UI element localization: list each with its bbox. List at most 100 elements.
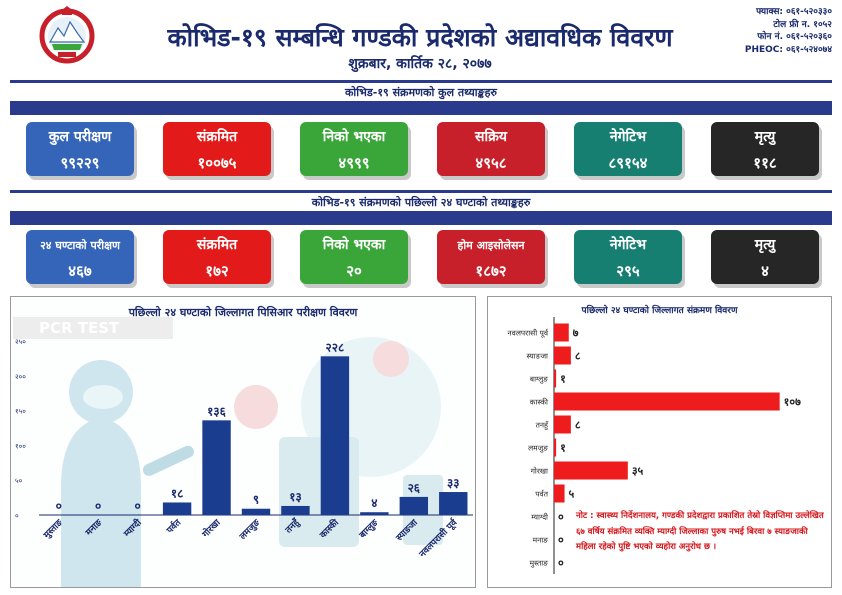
stat-card-deaths: मृत्यु ११८ <box>711 122 819 176</box>
stat-label: नेगेटिभ <box>609 129 647 145</box>
pcr-bar-chart: ० ५० १०० १५० २०० २५० ० मुस्ताङ ० मनाङ ० म्याग्दी १८ प… <box>15 338 473 560</box>
category-label: लमजुङ <box>237 517 263 543</box>
pcr-test-badge: PCR TEST <box>13 317 173 339</box>
category-label: स्याङजा <box>394 518 420 544</box>
government-emblem-icon <box>39 6 95 64</box>
correction-note: नोट : स्वास्थ्य निर्देशनालय, गण्डकी प्रद… <box>576 511 824 552</box>
category-label: पर्वत <box>535 490 548 499</box>
contact-phone: फोन नं. ०६१-५२०३६० <box>757 32 832 42</box>
bar <box>554 323 569 342</box>
stat-card-active: सक्रिय ४९५८ <box>437 122 545 176</box>
y-tick-label: २०० <box>15 373 26 381</box>
infection-bar-chart: नवलपरासी पूर्व ७ स्याङजा ८ बाग्लुङ १ कास्की १०७… <box>507 317 801 574</box>
contact-pheoc: PHEOC: ०६१-५२४०७४ <box>744 44 832 55</box>
category-label: बाग्लुङ <box>357 517 381 541</box>
category-label: पर्वत <box>163 516 184 537</box>
bar <box>281 505 310 515</box>
category-label: तनहुँ <box>282 516 303 537</box>
data-label: १ <box>560 442 566 455</box>
category-label: गोरखा <box>199 516 223 540</box>
infection-panel: पछिल्लो २४ घण्टाको जिल्लागत संक्रमण विवर… <box>487 296 832 588</box>
report-date: शुक्रबार, कार्तिक २८, २०७७ <box>348 56 492 72</box>
stat-card-recovered: निको भएका ४९९९ <box>300 122 408 176</box>
divider <box>10 190 832 193</box>
stat-value: १८७२ <box>475 262 507 280</box>
stat-card-24h-infected: संक्रमित १७२ <box>163 230 271 284</box>
stat-value: ११८ <box>753 154 777 172</box>
category-label: कास्की <box>316 516 341 541</box>
stat-card-negative: नेगेटिभ ८९१५४ <box>574 122 682 176</box>
data-label: ८ <box>575 419 581 432</box>
bar <box>439 492 468 515</box>
stat-card-24h-tests: २४ घण्टाको परीक्षण ४६७ <box>26 230 134 284</box>
header: कोभिड-१९ सम्बन्धि गण्डकी प्रदेशको अद्याव… <box>0 0 842 78</box>
stat-value: ४ <box>761 262 769 280</box>
bar <box>202 420 231 515</box>
bar <box>320 356 350 515</box>
category-label: मुस्ताङ <box>530 559 549 569</box>
data-label: ३५ <box>632 465 644 478</box>
stat-card-home-isolation: होम आइसोलेसन १८७२ <box>437 230 545 284</box>
y-tick-label: २५० <box>15 338 26 346</box>
category-label: म्याग्दी <box>120 516 144 540</box>
bar <box>554 438 557 457</box>
divider <box>10 80 832 83</box>
bar <box>399 496 429 515</box>
pcr-chart-title: पछिल्लो २४ घण्टाको जिल्लागत पिसिआर परीक्… <box>128 306 358 319</box>
category-label: लमजुङ <box>528 444 548 454</box>
data-label: ४ <box>371 496 377 510</box>
stat-card-24h-deaths: मृत्यु ४ <box>711 230 819 284</box>
data-label: ० <box>558 557 564 570</box>
data-label: २२८ <box>326 340 345 354</box>
stat-label: सक्रिय <box>475 129 507 145</box>
stat-value: २० <box>346 262 362 280</box>
stat-label: संक्रमित <box>196 237 238 253</box>
stat-card-total-tests: कुल परीक्षण ९९२२९ <box>26 122 134 176</box>
data-label: १०७ <box>784 396 801 409</box>
stat-value: ४९९९ <box>338 154 370 172</box>
bar <box>554 461 628 480</box>
contact-toll-free: टोल फ्री न. १०५२ <box>773 19 832 30</box>
bar <box>162 502 192 515</box>
data-label: ० <box>558 511 564 524</box>
bar <box>554 415 571 434</box>
category-label: बाग्लुङ <box>530 375 548 385</box>
data-label: ० <box>56 499 62 513</box>
data-label: ५ <box>569 488 575 501</box>
section-bar <box>10 101 832 115</box>
stat-label: नेगेटिभ <box>609 237 647 253</box>
category-label: तनहुँ <box>536 421 550 431</box>
stat-value: १७२ <box>205 262 229 280</box>
bar <box>554 346 571 365</box>
category-label: मनाङ <box>533 536 549 545</box>
bar <box>360 512 389 515</box>
category-label: नवलपरासी पूर्व <box>416 516 460 560</box>
daily-stats: २४ घण्टाको परीक्षण ४६७ संक्रमित १७२ निको… <box>10 230 832 296</box>
stat-label: मृत्यु <box>754 237 776 253</box>
category-label: म्याग्दी <box>531 513 549 522</box>
infection-chart-title: पछिल्लो २४ घण्टाको जिल्लागत संक्रमण विवर… <box>581 306 738 316</box>
data-label: १३ <box>289 490 301 504</box>
category-label: मुस्ताङ <box>41 517 65 541</box>
stat-card-24h-negative: नेगेटिभ २९५ <box>574 230 682 284</box>
y-tick-label: १०० <box>15 442 26 450</box>
section-bar <box>10 211 832 225</box>
stat-label: कुल परीक्षण <box>48 129 112 145</box>
data-label: १८ <box>171 486 183 500</box>
stat-label: मृत्यु <box>754 129 776 145</box>
stat-label: निको भएका <box>322 129 386 145</box>
stat-value: १००७५ <box>197 154 237 172</box>
stat-card-infected: संक्रमित १००७५ <box>163 122 271 176</box>
data-label: १३६ <box>207 404 226 418</box>
category-label: नवलपरासी पूर्व <box>507 329 549 339</box>
contact-info: फ्याक्स: ०६१-५२०३३० टोल फ्री न. १०५२ फोन… <box>745 6 832 56</box>
bar <box>241 508 271 515</box>
y-tick-label: ० <box>15 512 19 520</box>
pcr-test-panel: PCR TEST पछिल्लो २४ घण्टाको जिल्लागत पिस… <box>10 296 476 588</box>
stat-card-24h-recovered: निको भएका २० <box>300 230 408 284</box>
category-label: गोरखा <box>531 467 549 476</box>
bar <box>554 484 565 503</box>
stat-value: ४९५८ <box>475 154 507 172</box>
category-label: मनाङ <box>83 517 105 539</box>
data-label: ० <box>558 534 564 547</box>
